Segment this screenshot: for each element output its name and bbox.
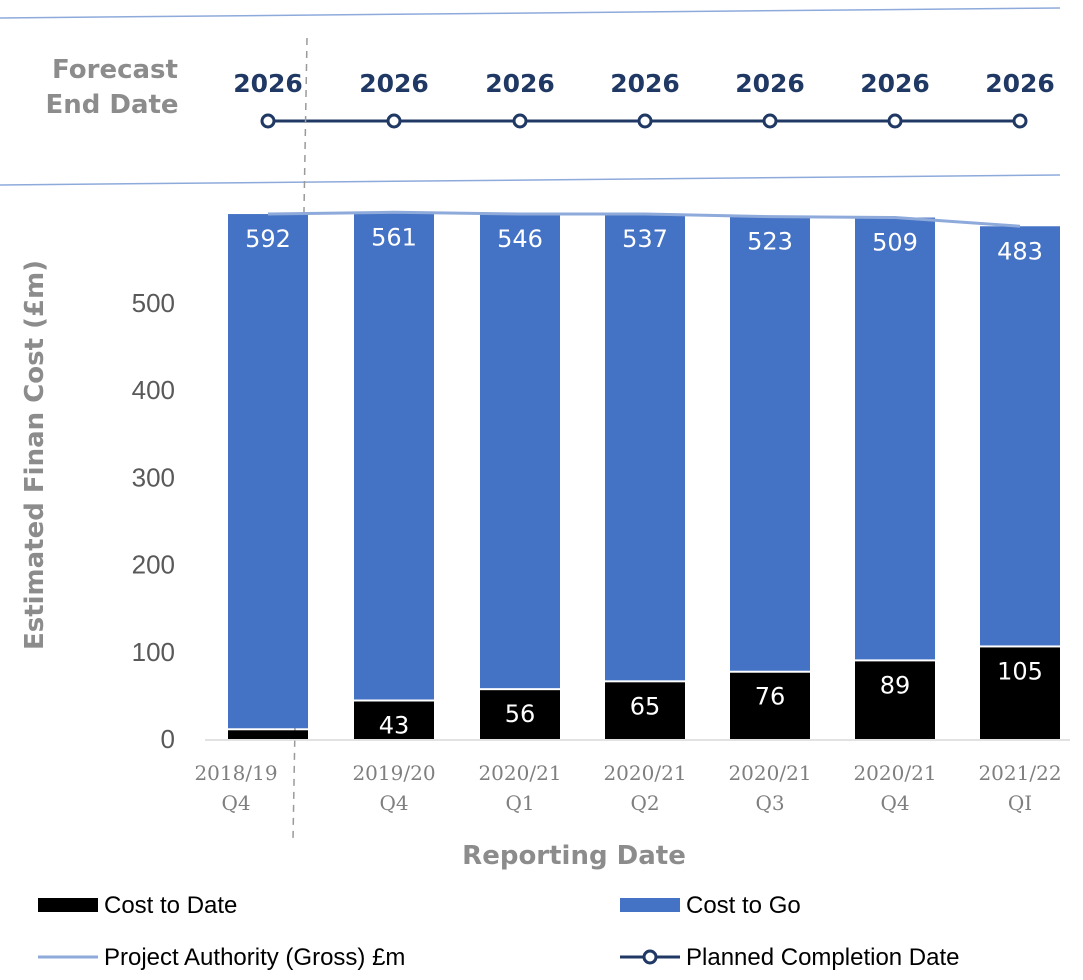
x-tick-label-quarter: QI <box>1008 791 1032 815</box>
y-tick-label: 500 <box>132 288 175 318</box>
x-tick-label-year: 2021/22 <box>978 761 1061 785</box>
data-label-cost-to-date: 89 <box>880 671 911 699</box>
x-tick-label-year: 2020/21 <box>853 761 936 785</box>
data-label-cost-to-date: 65 <box>630 692 661 720</box>
x-tick-label-quarter: Q4 <box>379 791 408 815</box>
planned-completion-marker <box>1012 113 1028 129</box>
bar-cost-to-date <box>855 661 935 739</box>
legend-marker <box>642 949 658 965</box>
forecast-year-label: 2026 <box>610 69 680 98</box>
forecast-year-label: 2026 <box>735 69 805 98</box>
x-tick-label-quarter: Q3 <box>755 791 784 815</box>
forecast-year-label: 2026 <box>860 69 930 98</box>
bar-cost-to-go <box>730 216 810 671</box>
x-tick-label-quarter: Q1 <box>505 791 534 815</box>
bar-cost-to-date <box>730 672 810 739</box>
x-tick-label-year: 2020/21 <box>728 761 811 785</box>
legend-label: Cost to Go <box>686 892 801 919</box>
bar-cost-to-go <box>855 217 935 660</box>
data-label-cost-to-go: 546 <box>497 225 543 253</box>
x-tick-label-quarter: Q4 <box>880 791 909 815</box>
panel-bottom-rule <box>0 174 1061 186</box>
bar-cost-to-go <box>228 214 308 729</box>
forecast-year-label: 2026 <box>233 69 303 98</box>
forecast-end-date-panel: Forecast End Date 2026 2026 2026 2026 2026 20… <box>0 7 1061 186</box>
x-tick-label-year: 2019/20 <box>352 761 435 785</box>
forecast-label-line2: End Date <box>45 90 178 120</box>
planned-completion-marker <box>260 113 276 129</box>
bar-cost-to-date <box>480 690 560 739</box>
legend-label: Planned Completion Date <box>686 944 960 971</box>
legend-label: Cost to Date <box>104 892 237 919</box>
x-tick-label-year: 2020/21 <box>478 761 561 785</box>
y-tick-label: 100 <box>132 637 175 667</box>
data-label-cost-to-date: 43 <box>379 712 410 740</box>
bar-cost-to-date <box>228 730 308 739</box>
panel-top-rule <box>0 7 1061 19</box>
planned-completion-marker <box>637 113 653 129</box>
forecast-year-label: 2026 <box>985 69 1055 98</box>
bar-cost-to-go <box>480 214 560 689</box>
bar-cost-to-date <box>605 682 685 739</box>
y-axis: 0 100 200 300 400 500 <box>132 288 175 754</box>
data-label-cost-to-go: 561 <box>371 223 417 251</box>
data-label-cost-to-go: 592 <box>245 225 291 253</box>
forecast-year-label: 2026 <box>485 69 555 98</box>
data-label-cost-to-go: 483 <box>997 237 1043 265</box>
planned-completion-marker <box>512 113 528 129</box>
x-tick-label-year: 2020/21 <box>603 761 686 785</box>
project-authority-line <box>267 210 1021 228</box>
legend-label: Project Authority (Gross) £m <box>104 944 405 971</box>
bar-cost-to-go <box>605 214 685 681</box>
data-label-cost-to-go: 509 <box>872 229 918 257</box>
data-label-cost-to-date: 56 <box>505 700 536 728</box>
y-tick-label: 400 <box>132 375 175 405</box>
legend: Cost to Date Cost to Go Project Authority … <box>38 892 960 971</box>
bar-cost-to-go <box>980 226 1060 646</box>
planned-completion-marker <box>762 113 778 129</box>
data-label-cost-to-go: 523 <box>747 228 793 256</box>
forecast-label-line1: Forecast <box>52 55 178 85</box>
y-tick-label: 0 <box>161 724 175 754</box>
y-tick-label: 200 <box>132 550 175 580</box>
y-tick-label: 300 <box>132 462 175 492</box>
bar-cost-to-go <box>354 212 434 700</box>
x-tick-label-quarter: Q2 <box>630 791 659 815</box>
x-tick-label-year: 2018/19 <box>194 761 277 785</box>
legend-swatch <box>620 898 680 912</box>
planned-completion-marker <box>386 113 402 129</box>
planned-completion-marker <box>887 113 903 129</box>
x-axis-title: Reporting Date <box>462 841 686 871</box>
x-axis: 2018/19 Q4 2019/20 Q4 2020/21 Q1 2020/21 Q2 2020… <box>194 739 1070 815</box>
bar-cost-to-date <box>354 701 434 739</box>
legend-swatch <box>38 898 98 912</box>
bar-cost-to-date <box>980 647 1060 739</box>
data-label-cost-to-go: 537 <box>622 225 668 253</box>
data-label-cost-to-date: 76 <box>755 683 786 711</box>
data-label-cost-to-date: 105 <box>997 657 1043 685</box>
bars: 592 43 561 56 546 65 537 76 523 89 509 105 483 <box>228 210 1060 740</box>
forecast-year-label: 2026 <box>359 69 429 98</box>
x-tick-label-quarter: Q4 <box>221 791 250 815</box>
y-axis-title: Estimated Finan Cost (£m) <box>20 260 50 650</box>
